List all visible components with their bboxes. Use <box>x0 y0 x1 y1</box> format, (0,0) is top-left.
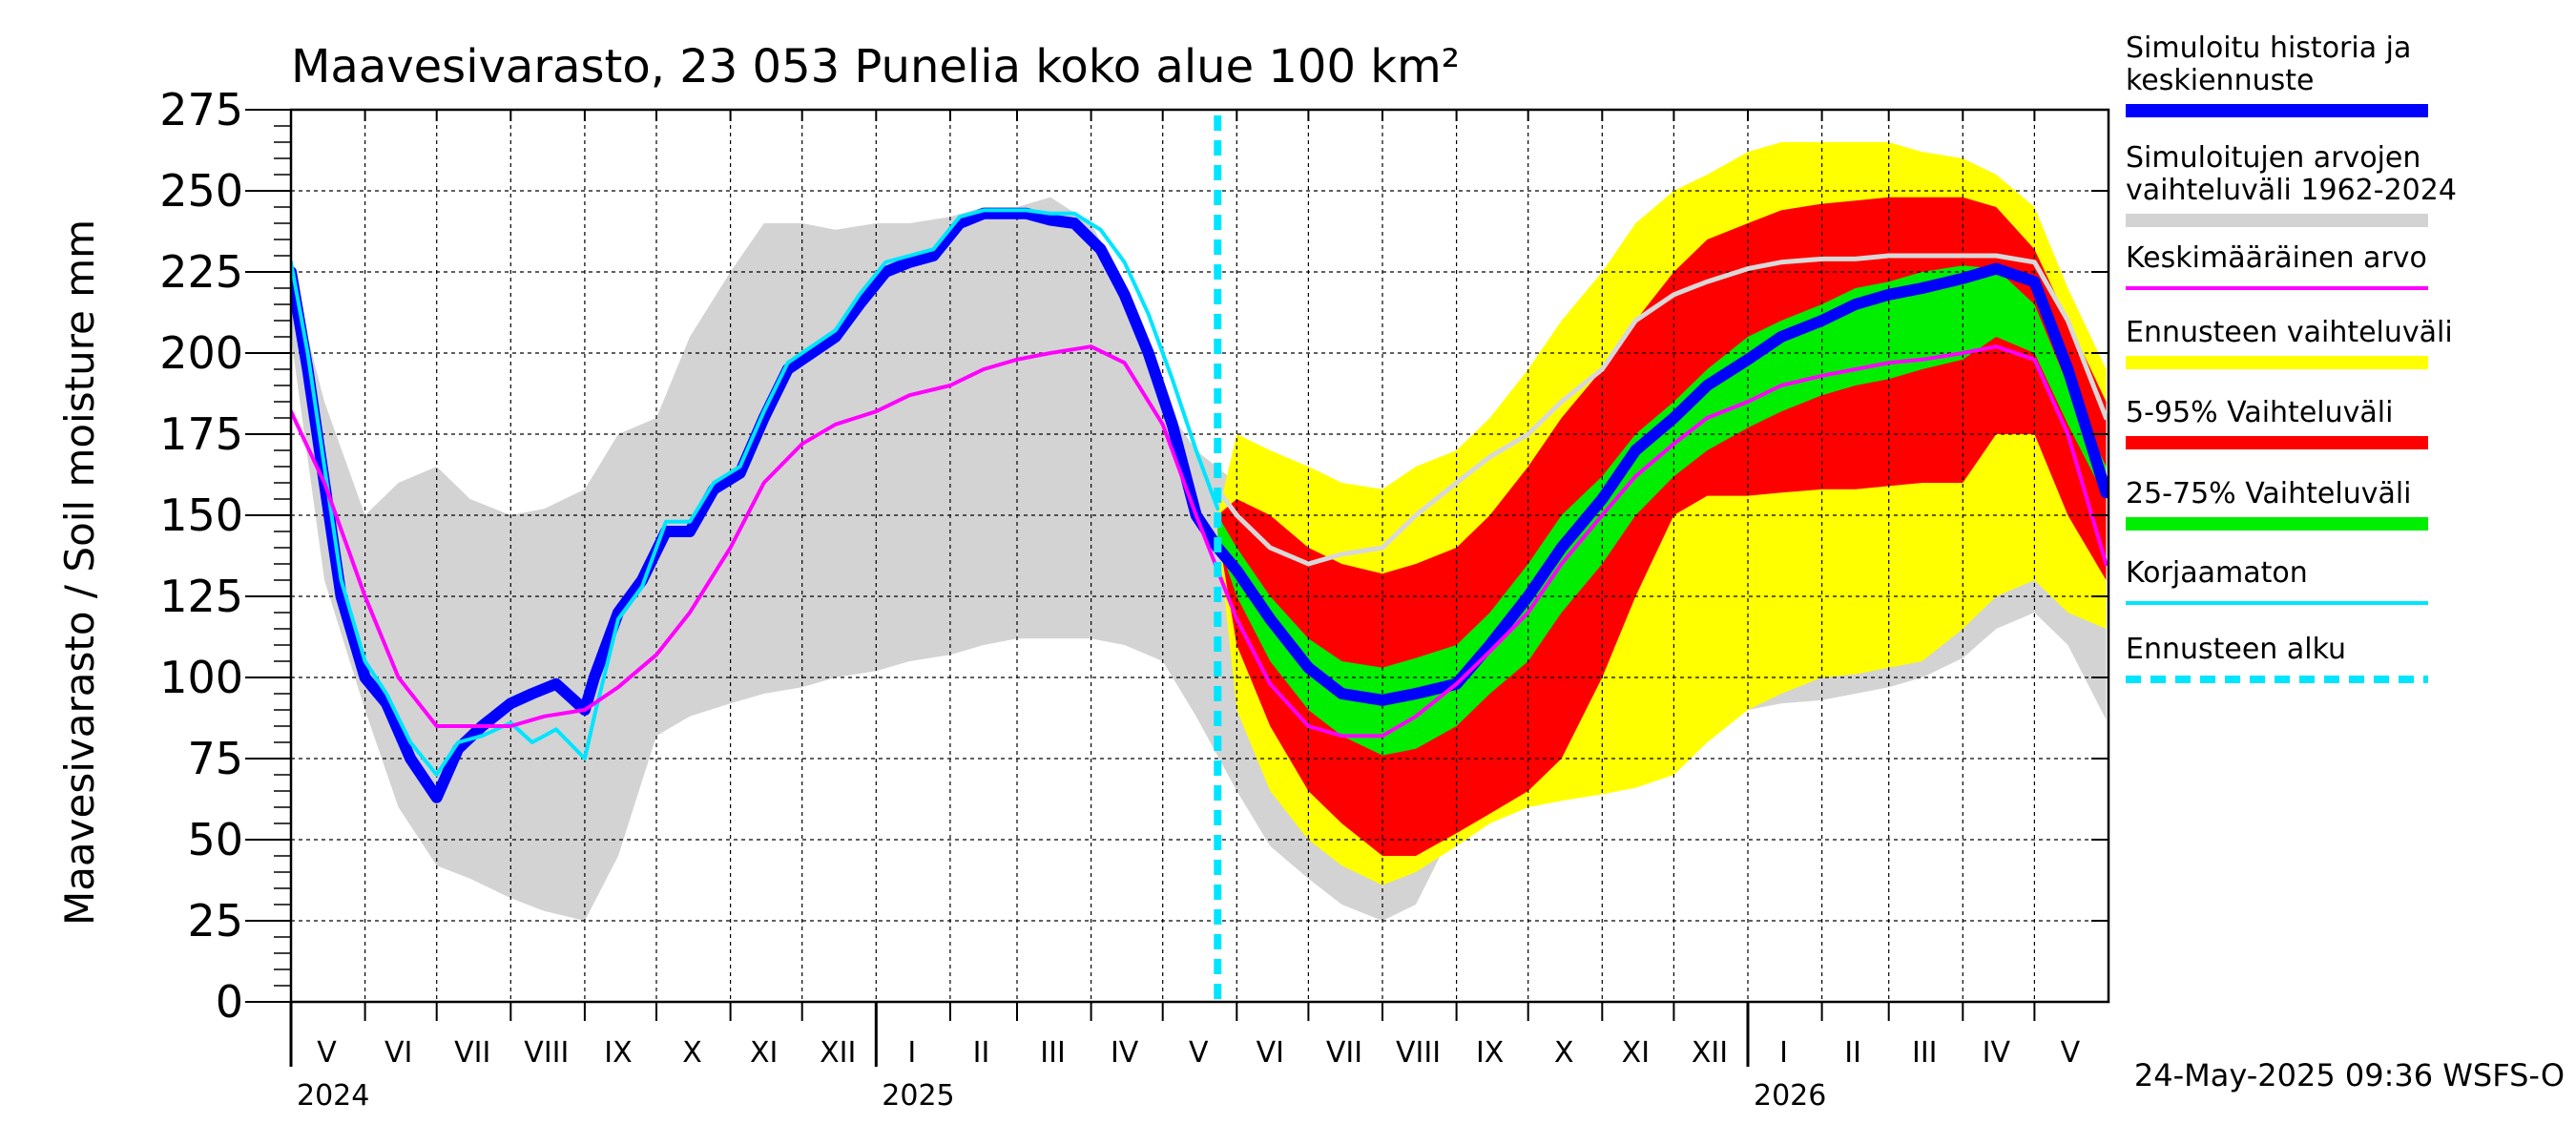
x-axis: V VI VII VIII IX X XI XII I II III IV V VI VII VIII IX X X… <box>289 110 2081 1113</box>
y-tick-label-5: 125 <box>159 571 243 622</box>
month-label-23: IV <box>1983 1036 2011 1070</box>
month-label-17: X <box>1554 1036 1574 1070</box>
series-line-0 <box>291 207 2109 803</box>
month-label-15: VIII <box>1396 1036 1441 1070</box>
month-label-12: V <box>1189 1036 1209 1070</box>
y-tick-label-1: 25 <box>187 895 243 947</box>
month-label-22: III <box>1912 1036 1938 1070</box>
month-label-2: VII <box>454 1036 490 1070</box>
month-label-21: II <box>1844 1036 1861 1070</box>
y-tick-label-10: 250 <box>159 165 243 217</box>
month-label-11: IV <box>1111 1036 1139 1070</box>
month-label-9: II <box>973 1036 990 1070</box>
month-label-3: VIII <box>524 1036 569 1070</box>
year-label-2: 2026 <box>1754 1079 1826 1113</box>
legend-label-7: Ennusteen alku <box>2126 633 2346 666</box>
y-tick-label-4: 100 <box>159 652 243 703</box>
month-label-16: IX <box>1476 1036 1504 1070</box>
y-tick-label-2: 50 <box>187 814 243 865</box>
month-label-4: IX <box>604 1036 632 1070</box>
month-label-7: XII <box>820 1036 856 1070</box>
series-line-2 <box>291 344 2109 739</box>
y-tick-label-8: 200 <box>159 327 243 379</box>
month-label-5: X <box>682 1036 702 1070</box>
y-tick-label-7: 175 <box>159 408 243 460</box>
month-label-0: V <box>317 1036 337 1070</box>
month-label-24: V <box>2061 1036 2081 1070</box>
month-label-8: I <box>907 1036 916 1070</box>
month-label-20: I <box>1779 1036 1788 1070</box>
series-line-1 <box>291 208 1220 777</box>
plot-border <box>289 108 2110 1004</box>
footer-timestamp: 24-May-2025 09:36 WSFS-O <box>2134 1057 2565 1093</box>
legend-label-3: Ennusteen vaihteluväli <box>2126 316 2453 349</box>
legend-label-1: vaihteluväli 1962-2024 <box>2126 174 2457 207</box>
band-3 <box>1217 265 2107 756</box>
legend-label-4: 5-95% Vaihteluväli <box>2126 396 2393 429</box>
legend-label-6: Korjaamaton <box>2126 556 2308 590</box>
y-tick-label-6: 150 <box>159 489 243 541</box>
y-tick-label-9: 225 <box>159 246 243 298</box>
legend-label-0: Simuloitu historia ja <box>2126 31 2411 65</box>
month-label-6: XI <box>750 1036 778 1070</box>
month-label-18: XI <box>1622 1036 1650 1070</box>
month-label-19: XII <box>1692 1036 1728 1070</box>
y-axis-label: Maavesivarasto / Soil moisture mm <box>56 219 103 926</box>
month-label-10: III <box>1040 1036 1066 1070</box>
y-tick-label-3: 75 <box>187 733 243 784</box>
legend-label-5: 25-75% Vaihteluväli <box>2126 477 2412 510</box>
y-axis: 0 25 50 75 100 125 150 175 200 225 250 275 <box>159 84 2109 1028</box>
chart-title: Maavesivarasto, 23 053 Punelia koko alue… <box>291 40 1460 94</box>
plot-frame <box>289 108 2110 1004</box>
series-line-3 <box>1215 253 2109 567</box>
year-label-1: 2025 <box>882 1079 954 1113</box>
y-tick-label-0: 0 <box>216 976 243 1028</box>
month-label-14: VII <box>1326 1036 1362 1070</box>
legend-label-0: keskiennuste <box>2126 64 2314 97</box>
y-tick-label-11: 275 <box>159 84 243 135</box>
year-label-0: 2024 <box>297 1079 369 1113</box>
grid-layer <box>291 110 2109 1002</box>
lines-layer <box>291 207 2109 803</box>
legend-label-1: Simuloitujen arvojen <box>2126 141 2420 175</box>
month-label-1: VI <box>384 1036 412 1070</box>
legend-label-2: Keskimääräinen arvo <box>2126 241 2427 275</box>
month-label-13: VI <box>1257 1036 1284 1070</box>
